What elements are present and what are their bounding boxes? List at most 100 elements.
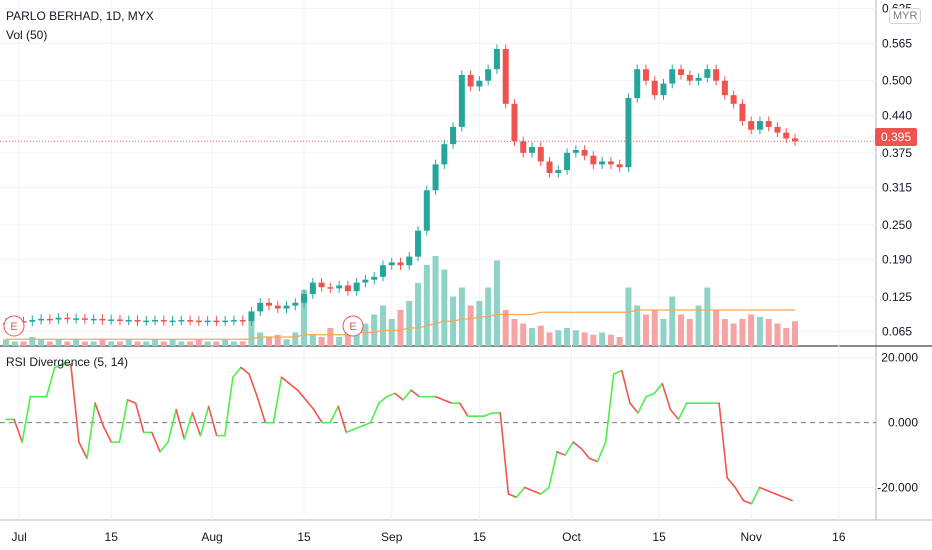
- volume-bar: [125, 339, 132, 346]
- rsi-segment: [151, 431, 161, 453]
- rsi-segment: [21, 395, 32, 443]
- candle-body: [204, 320, 211, 323]
- rsi-segment: [637, 395, 647, 414]
- rsi-segment: [515, 486, 526, 499]
- candle-body: [327, 287, 334, 289]
- rsi-segment: [734, 486, 745, 502]
- rsi-segment: [604, 373, 615, 443]
- volume-bar: [230, 341, 237, 346]
- volume-bar: [213, 341, 220, 346]
- volume-bar: [283, 339, 290, 346]
- earnings-marker-jul: [3, 315, 25, 337]
- volume-bar: [520, 323, 527, 346]
- candle-body: [379, 265, 386, 277]
- rsi-segment: [669, 408, 680, 421]
- volume-bar: [599, 332, 606, 346]
- volume-bar: [29, 337, 36, 346]
- volume-bar: [309, 334, 316, 346]
- rsi-tick-label: 20.000: [881, 351, 918, 365]
- rsi-segment: [507, 493, 518, 499]
- candle-body: [529, 147, 535, 153]
- volume-bar: [625, 287, 632, 346]
- volume-bar: [274, 334, 281, 346]
- rsi-segment: [677, 402, 688, 421]
- candle-body: [55, 317, 62, 320]
- volume-bar: [397, 310, 404, 346]
- volume-bar: [38, 339, 45, 346]
- candle-body: [90, 318, 97, 321]
- candle-body: [362, 279, 369, 283]
- rsi-segment: [483, 412, 493, 417]
- volume-bar: [581, 332, 588, 346]
- time-tick-label: Jul: [11, 530, 26, 544]
- rsi-segment: [377, 395, 388, 404]
- volume-bar: [169, 339, 176, 346]
- candle-body: [134, 320, 141, 322]
- candle-body: [257, 302, 264, 312]
- volume-label: Vol (50): [6, 28, 48, 42]
- rsi-segment: [199, 405, 210, 437]
- volume-bar: [756, 316, 763, 346]
- volume-bar: [344, 325, 351, 346]
- time-tick-label: 15: [652, 530, 666, 544]
- candle-body: [388, 262, 395, 266]
- rsi-segment: [596, 441, 607, 463]
- candle-body: [160, 320, 167, 322]
- symbol-title: PARLO BERHAD, 1D, MYX: [6, 9, 154, 23]
- rsi-segment: [386, 392, 396, 398]
- candle-body: [248, 311, 255, 322]
- candle-body: [116, 319, 123, 321]
- rsi-segment: [13, 418, 24, 443]
- candle-body: [274, 305, 281, 309]
- candle-body: [774, 126, 781, 133]
- rsi-segment: [402, 389, 412, 401]
- rsi-segment: [191, 412, 202, 437]
- volume-bar: [572, 330, 579, 346]
- time-tick-label: 15: [105, 530, 119, 544]
- volume-bar: [371, 314, 378, 346]
- volume-bar: [239, 341, 246, 346]
- earnings-marker-jul-label: E: [10, 321, 17, 333]
- rsi-segment: [337, 405, 348, 434]
- rsi-segment: [94, 402, 105, 427]
- rsi-segment: [86, 402, 96, 460]
- volume-bar: [143, 341, 150, 346]
- candle-body: [152, 320, 159, 322]
- volume-bar: [686, 319, 693, 346]
- rsi-segment: [661, 382, 672, 411]
- volume-bar: [739, 319, 746, 346]
- volume-bar: [116, 341, 123, 346]
- candle-body: [555, 170, 562, 173]
- time-tick-label: Oct: [562, 530, 581, 544]
- candle-body: [695, 77, 702, 81]
- currency-badge[interactable]: MYR: [889, 8, 922, 24]
- rsi-segment: [434, 395, 445, 401]
- candle-body: [756, 121, 763, 130]
- candle-body: [607, 161, 614, 165]
- volume-bar: [20, 341, 27, 346]
- volume-bar: [55, 339, 62, 346]
- candle-body: [616, 164, 623, 168]
- volume-bar: [248, 319, 255, 346]
- candle-body: [178, 320, 185, 322]
- time-tick-label: Sep: [381, 530, 403, 544]
- candle-body: [783, 132, 790, 139]
- rsi-segment: [410, 389, 421, 398]
- rsi-segment: [499, 412, 510, 495]
- volume-bar: [46, 341, 53, 346]
- volume-bar: [178, 341, 185, 346]
- price-tick-label: 0.440: [882, 108, 912, 122]
- candle-body: [99, 318, 106, 321]
- candle-body: [46, 318, 53, 321]
- candle-body: [686, 74, 693, 81]
- volume-bar: [423, 265, 430, 346]
- volume-bar: [73, 339, 80, 346]
- rsi-segment: [580, 447, 591, 460]
- volume-bar: [704, 287, 711, 346]
- rsi-segment: [134, 402, 145, 434]
- rsi-segment: [70, 363, 80, 443]
- volume-bar: [678, 314, 685, 346]
- rsi-segment: [645, 392, 656, 398]
- volume-bar: [388, 319, 395, 346]
- candle-body: [397, 262, 404, 266]
